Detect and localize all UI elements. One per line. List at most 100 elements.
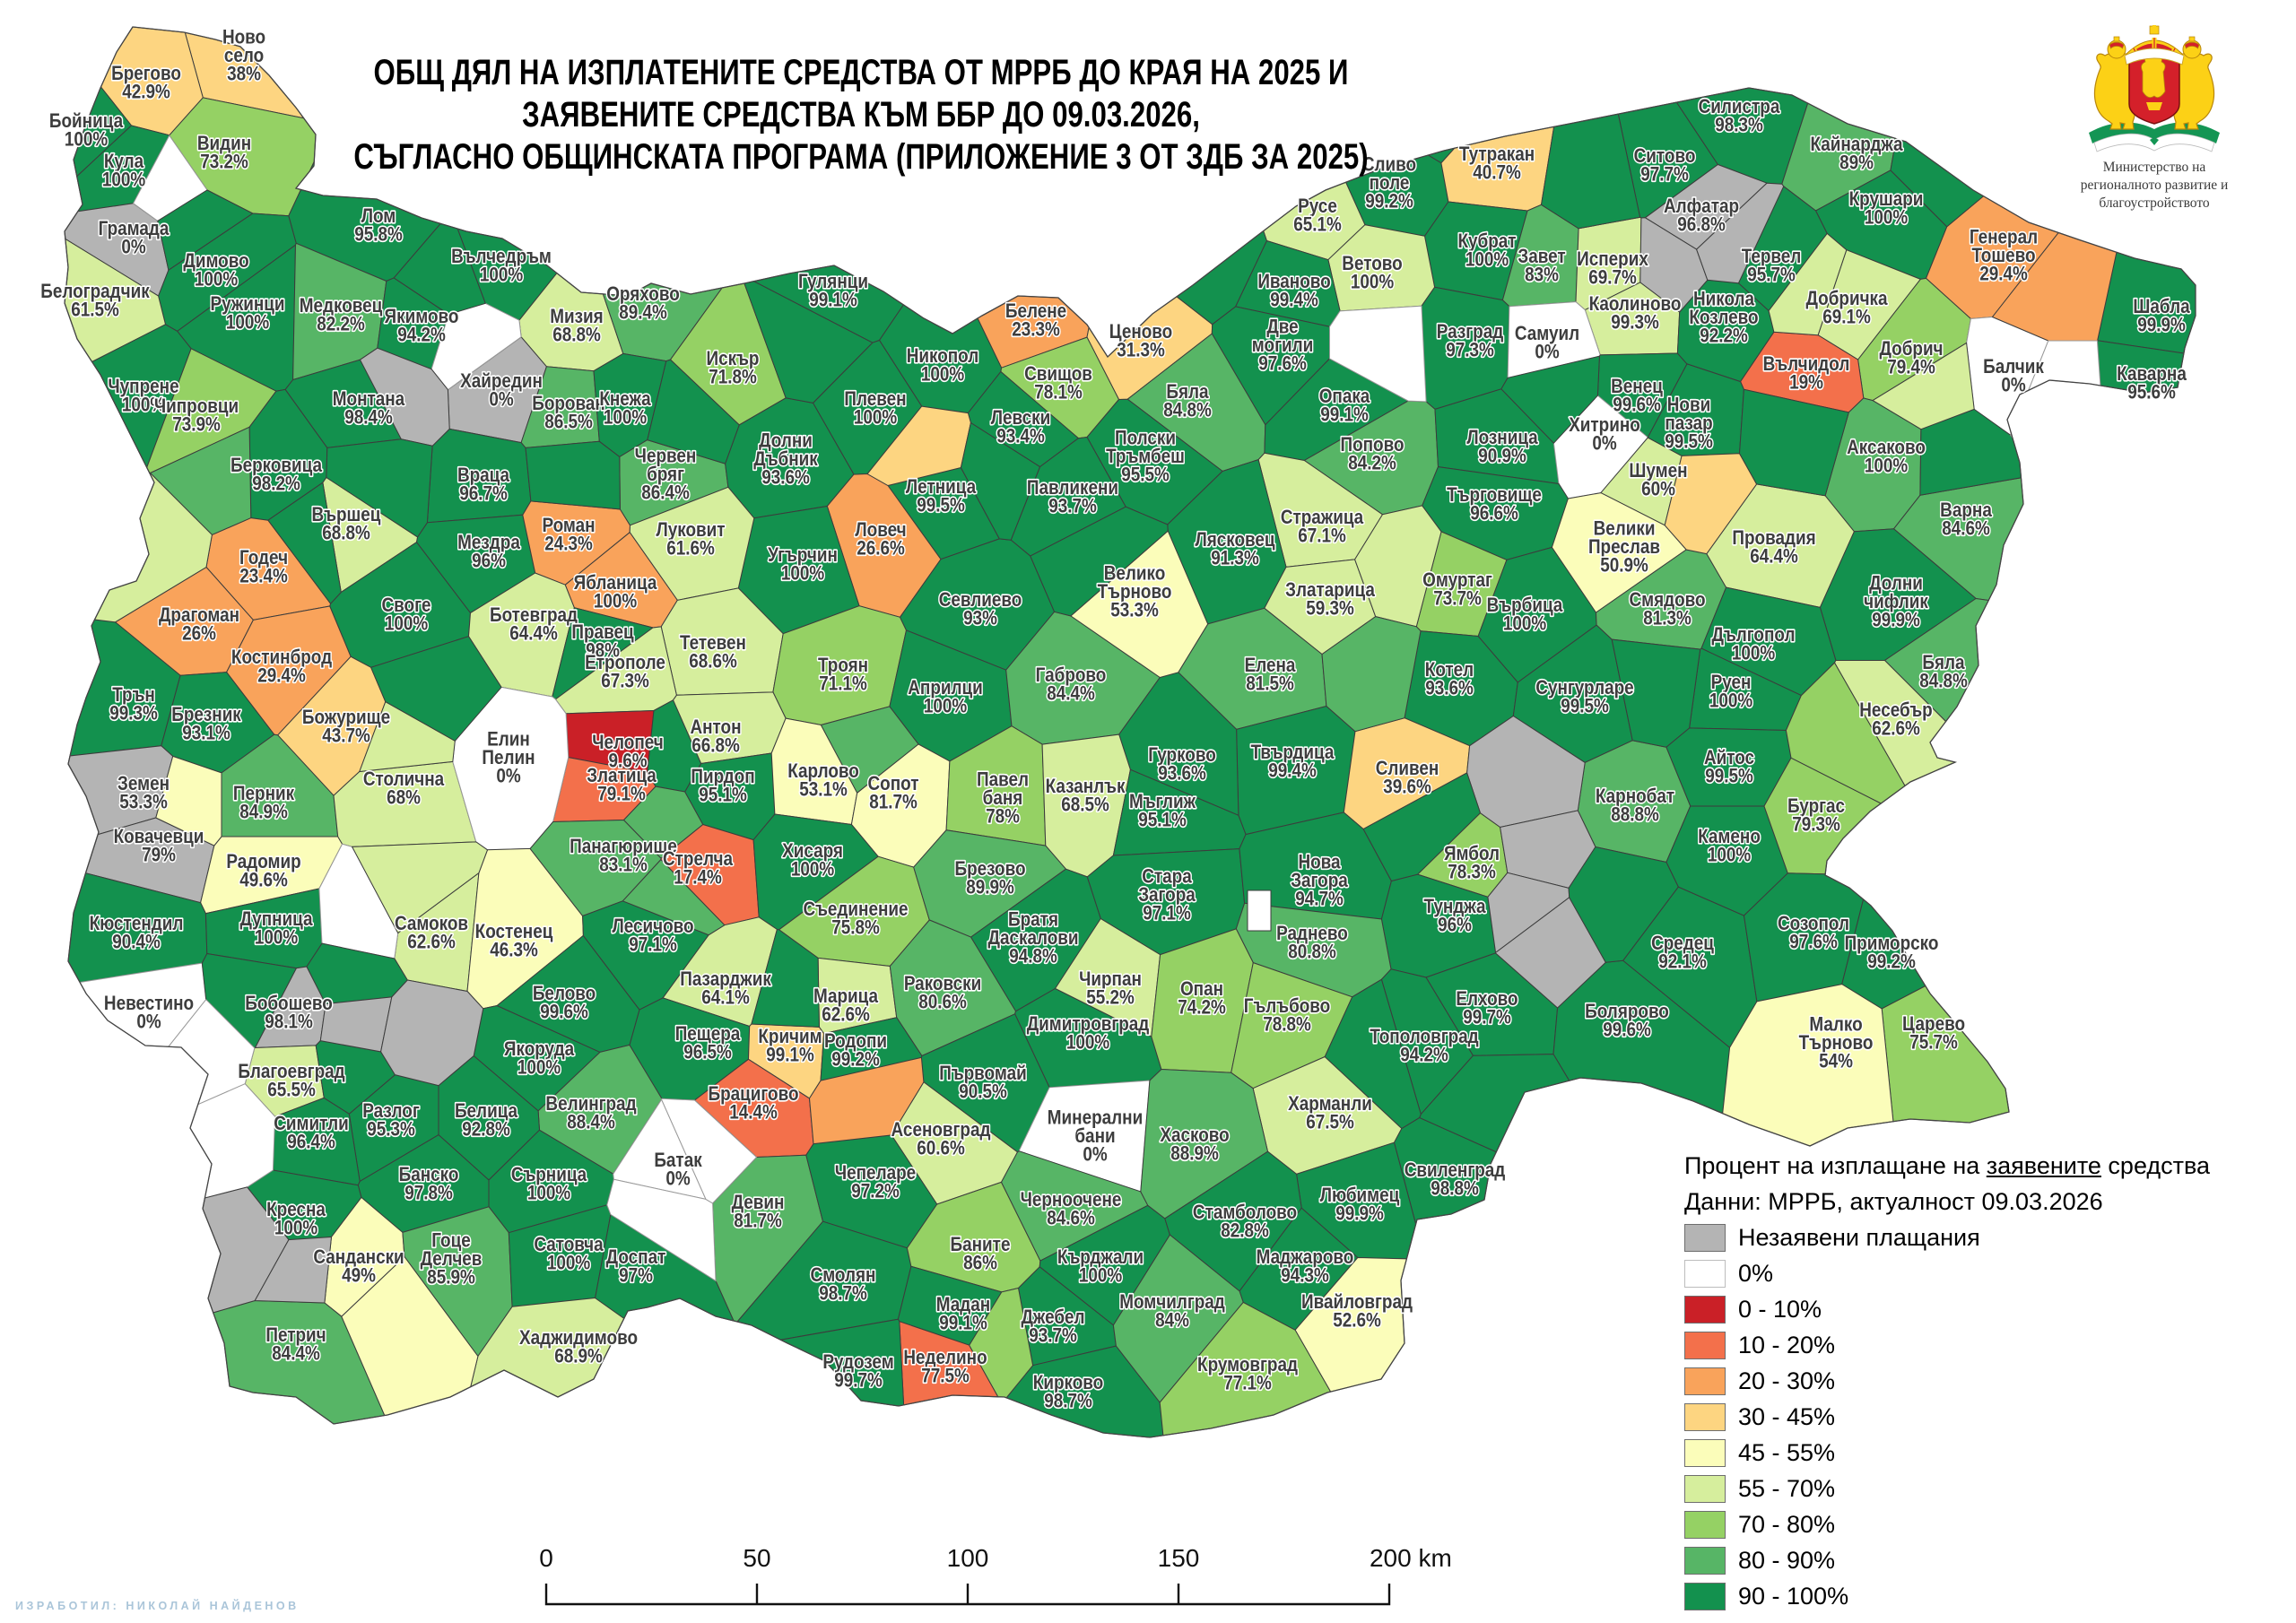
svg-text:Свиленград98.8%: Свиленград 98.8%	[1405, 1159, 1506, 1200]
svg-text:Силистра98.3%: Силистра 98.3%	[1699, 96, 1780, 136]
svg-text:Пирдоп95.1%: Пирдоп 95.1%	[691, 766, 754, 806]
svg-text:Севлиево93%: Севлиево 93%	[939, 589, 1022, 629]
svg-text:Момчилград84%: Момчилград 84%	[1119, 1291, 1225, 1332]
svg-text:Драгоман26%: Драгоман 26%	[159, 604, 239, 645]
svg-text:Враца96.7%: Враца 96.7%	[457, 464, 510, 505]
svg-text:Котел93.6%: Котел 93.6%	[1425, 659, 1474, 699]
svg-text:МалкоТърново54%: Малко Търново 54%	[1799, 1013, 1874, 1072]
svg-text:Пазарджик64.1%: Пазарджик 64.1%	[680, 968, 771, 1009]
svg-text:Белица92.8%: Белица 92.8%	[455, 1100, 518, 1141]
svg-text:Кричим99.1%: Кричим 99.1%	[758, 1026, 822, 1066]
svg-text:Средец92.1%: Средец 92.1%	[1651, 933, 1714, 973]
svg-text:Долничифлик99.9%: Долни чифлик 99.9%	[1864, 572, 1928, 631]
svg-text:Приморско99.2%: Приморско 99.2%	[1845, 933, 1939, 973]
svg-text:Созопол97.6%: Созопол 97.6%	[1778, 913, 1849, 953]
svg-text:Попово84.2%: Попово 84.2%	[1340, 434, 1404, 474]
svg-text:Рудозем99.7%: Рудозем 99.7%	[822, 1351, 893, 1392]
svg-text:Върбица100%: Върбица 100%	[1487, 595, 1563, 635]
svg-text:БратяДаскалови94.8%: Братя Даскалови 94.8%	[987, 908, 1078, 968]
svg-text:Перник84.9%: Перник 84.9%	[233, 783, 295, 823]
svg-text:Димитровград100%: Димитровград 100%	[1027, 1013, 1150, 1054]
svg-text:Харманли67.5%: Харманли 67.5%	[1288, 1093, 1372, 1133]
svg-text:Ямбол78.3%: Ямбол 78.3%	[1444, 843, 1500, 883]
svg-text:Твърдица99.4%: Твърдица 99.4%	[1251, 742, 1335, 782]
svg-text:Павликени93.7%: Павликени 93.7%	[1027, 477, 1118, 517]
svg-text:ПолскиТръмбеш95.5%: Полски Тръмбеш 95.5%	[1106, 427, 1185, 486]
svg-text:Завет83%: Завет 83%	[1518, 246, 1565, 286]
svg-text:Лесичово97.1%: Лесичово 97.1%	[612, 916, 693, 956]
svg-text:Опака99.1%: Опака 99.1%	[1319, 386, 1370, 426]
svg-text:Кресна100%: Кресна 100%	[266, 1199, 326, 1239]
svg-text:Панагюрище83.1%: Панагюрище 83.1%	[570, 836, 677, 876]
svg-text:Тополовград94.2%: Тополовград 94.2%	[1370, 1026, 1478, 1066]
svg-text:Доспат97%: Доспат 97%	[606, 1246, 666, 1287]
svg-text:Минералнибани0%: Минерални бани 0%	[1048, 1107, 1143, 1166]
svg-text:Червенбряг86.4%: Червен бряг 86.4%	[635, 445, 697, 504]
svg-text:Двемогили97.6%: Две могили 97.6%	[1252, 316, 1313, 375]
svg-text:ГенералТошево29.4%: Генерал Тошево 29.4%	[1970, 226, 2038, 285]
svg-text:Ветово100%: Ветово 100%	[1342, 253, 1402, 293]
svg-text:Пещера96.5%: Пещера 96.5%	[675, 1023, 741, 1063]
svg-text:Стражица67.1%: Стражица 67.1%	[1281, 507, 1364, 547]
svg-text:Чирпан55.2%: Чирпан 55.2%	[1079, 968, 1142, 1009]
svg-text:Шабла99.9%: Шабла 99.9%	[2133, 296, 2190, 336]
svg-text:Искър71.8%: Искър 71.8%	[707, 348, 760, 388]
svg-text:Шумен60%: Шумен 60%	[1629, 460, 1687, 500]
svg-text:НиколаКозлево92.2%: Никола Козлево 92.2%	[1689, 288, 1758, 347]
svg-text:Хаджидимово68.9%: Хаджидимово 68.9%	[519, 1327, 638, 1367]
svg-text:Каварна95.6%: Каварна 95.6%	[2117, 363, 2187, 404]
svg-text:Златица79.1%: Златица 79.1%	[587, 765, 657, 805]
svg-text:Костинброд29.4%: Костинброд 29.4%	[231, 647, 332, 687]
svg-text:Черноочене84.6%: Черноочене 84.6%	[1021, 1189, 1122, 1229]
svg-text:Мадан99.1%: Мадан 99.1%	[936, 1294, 990, 1334]
svg-text:Брацигово14.4%: Брацигово 14.4%	[709, 1083, 799, 1124]
svg-text:Априлци100%: Априлци 100%	[908, 677, 982, 717]
svg-text:Велинград88.4%: Велинград 88.4%	[545, 1093, 636, 1133]
svg-text:Асеновград60.6%: Асеновград 60.6%	[891, 1119, 991, 1159]
svg-text:Ценово31.3%: Ценово 31.3%	[1109, 321, 1172, 361]
svg-text:Руен100%: Руен 100%	[1709, 672, 1752, 712]
svg-text:Чепеларе97.2%: Чепеларе 97.2%	[835, 1162, 916, 1202]
svg-text:Карнобат88.8%: Карнобат 88.8%	[1596, 785, 1674, 826]
svg-text:Сатовча100%: Сатовча 100%	[534, 1234, 604, 1274]
svg-text:СтараЗагора97.1%: Стара Загора 97.1%	[1138, 865, 1196, 924]
svg-text:Кнежа100%: Кнежа 100%	[599, 388, 651, 429]
svg-text:Раковски80.6%: Раковски 80.6%	[904, 973, 981, 1013]
svg-text:Ситово97.7%: Ситово 97.7%	[1634, 145, 1696, 186]
svg-text:Сопот81.7%: Сопот 81.7%	[868, 773, 919, 813]
svg-text:Стрелча17.4%: Стрелча 17.4%	[663, 848, 734, 889]
svg-text:Гулянци99.1%: Гулянци 99.1%	[798, 271, 868, 311]
svg-text:Чипровци73.9%: Чипровци 73.9%	[154, 395, 239, 436]
svg-text:Столична68%: Столична 68%	[363, 768, 445, 809]
svg-text:Вълчидол19%: Вълчидол 19%	[1763, 353, 1850, 394]
svg-text:Маджарово94.3%: Маджарово 94.3%	[1257, 1246, 1354, 1287]
svg-text:Тетевен68.6%: Тетевен 68.6%	[680, 632, 746, 673]
svg-text:Правец98%: Правец 98%	[571, 621, 634, 662]
svg-text:Бойница100%: Бойница 100%	[49, 110, 124, 151]
svg-text:Аксаково100%: Аксаково 100%	[1847, 437, 1926, 477]
svg-text:Първомай90.5%: Първомай 90.5%	[939, 1063, 1026, 1103]
svg-text:Видин73.2%: Видин 73.2%	[197, 133, 251, 173]
svg-text:Опан74.2%: Опан 74.2%	[1178, 978, 1226, 1019]
svg-text:Камено100%: Камено 100%	[1698, 826, 1761, 866]
svg-text:Айтос99.5%: Айтос 99.5%	[1704, 747, 1754, 787]
svg-text:Симитли96.4%: Симитли 96.4%	[274, 1113, 349, 1153]
svg-text:Раднево80.8%: Раднево 80.8%	[1276, 923, 1348, 963]
svg-text:Кюстендил90.4%: Кюстендил 90.4%	[90, 913, 184, 953]
svg-text:Баните86%: Баните 86%	[951, 1234, 1011, 1274]
svg-text:Тервел95.7%: Тервел 95.7%	[1742, 246, 1802, 286]
svg-text:Белоградчик61.5%: Белоградчик 61.5%	[40, 281, 150, 321]
svg-text:Ябланица100%: Ябланица 100%	[574, 572, 657, 612]
svg-text:Плевен100%: Плевен 100%	[844, 388, 906, 429]
svg-text:Хитрино0%: Хитрино 0%	[1569, 414, 1640, 455]
svg-text:НоваЗагора94.7%: Нова Загора 94.7%	[1291, 851, 1348, 910]
svg-text:Бяла84.8%: Бяла 84.8%	[1919, 652, 1968, 692]
svg-text:Кърджали100%: Кърджали 100%	[1057, 1246, 1144, 1287]
svg-text:Новипазар99.5%: Нови пазар 99.5%	[1665, 394, 1713, 453]
svg-text:Хайредин0%: Хайредин 0%	[460, 370, 543, 411]
svg-text:Оряхово89.4%: Оряхово 89.4%	[606, 283, 680, 324]
svg-text:Петрич84.4%: Петрич 84.4%	[265, 1324, 326, 1365]
svg-text:Сунгурларе99.5%: Сунгурларе 99.5%	[1535, 677, 1633, 717]
svg-text:Челопеч9.6%: Челопеч 9.6%	[592, 732, 664, 772]
svg-text:Сливен39.6%: Сливен 39.6%	[1376, 758, 1439, 798]
